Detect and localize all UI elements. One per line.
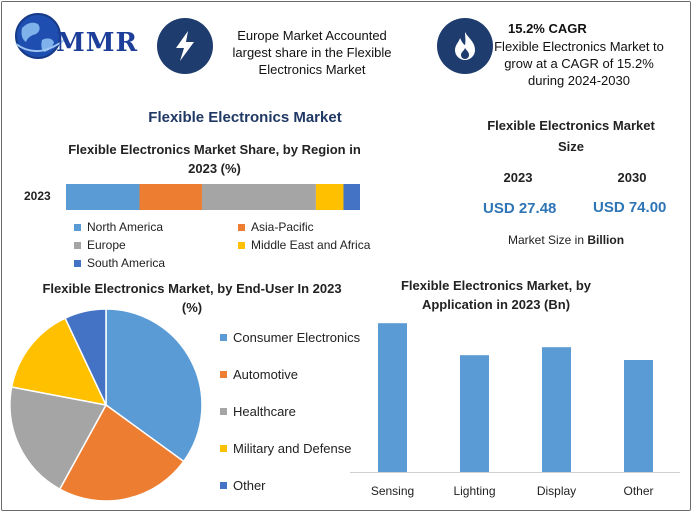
legend-south-america: South America [74, 256, 165, 270]
legend-label: South America [87, 256, 166, 270]
flame-icon [455, 32, 475, 60]
pie-legend-healthcare: Healthcare [220, 404, 296, 419]
pie-legend-other: Other [220, 478, 266, 493]
legend-europe: Europe [74, 238, 126, 252]
legend-swatch [220, 482, 227, 489]
region-chart-title: Flexible Electronics Market Share, by Re… [68, 142, 361, 176]
legend-swatch [238, 241, 245, 249]
market-size-value-2023: USD 27.48 [483, 200, 557, 217]
header-bar [2, 2, 690, 100]
legend-label: Consumer Electronics [233, 330, 361, 345]
market-size-note-prefix: Market Size in [508, 233, 588, 247]
legend-label: Middle East and Africa [251, 238, 371, 252]
legend-swatch [74, 223, 81, 231]
market-size-year-2030: 2030 [617, 170, 647, 185]
market-size-note-unit: Billion [587, 233, 625, 247]
main-title: Flexible Electronics Market [148, 109, 342, 126]
legend-swatch [238, 223, 245, 231]
region-stacked-bar [66, 184, 360, 210]
region-year-label: 2023 [24, 189, 51, 203]
legend-swatch [74, 241, 81, 249]
market-size-year-2023: 2023 [503, 170, 533, 185]
legend-swatch [220, 334, 227, 341]
legend-label: Europe [87, 238, 126, 252]
legend-swatch [220, 371, 227, 378]
market-size-note: Market Size in Billion [508, 233, 624, 247]
application-chart-title: Flexible Electronics Market, by Applicat… [400, 278, 592, 312]
region-segment-south-america [343, 184, 360, 210]
legend-label: Automotive [233, 367, 299, 382]
legend-label: Healthcare [233, 404, 296, 419]
pie-legend-automotive: Automotive [220, 367, 298, 382]
legend-north-america: North America [74, 220, 163, 234]
lightning-icon-badge [157, 18, 213, 74]
legend-swatch [220, 445, 227, 452]
pie-legend-consumer-electronics: Consumer Electronics [220, 330, 360, 345]
end-user-pie-chart [9, 308, 203, 502]
legend-label: Asia-Pacific [251, 220, 314, 234]
pie-slice-automotive [58, 403, 185, 502]
application-bar-chart: Sensing Lighting Display Other [350, 323, 680, 498]
x-tick-label: Other [623, 484, 653, 498]
pie-slice-consumer-electronics [105, 308, 203, 463]
brand-name: MMR [56, 28, 139, 58]
cagr-title: 15.2% CAGR [508, 21, 587, 36]
bar-lighting [460, 355, 489, 472]
pie-slice-military-and-defense [10, 317, 108, 407]
legend-swatch [74, 259, 81, 267]
region-segment-middle-east-and-africa [315, 184, 344, 210]
legend-label: Military and Defense [233, 441, 352, 456]
legend-swatch [220, 408, 227, 415]
x-tick-label: Lighting [453, 484, 495, 498]
bar-display [542, 347, 571, 472]
pie-slice-other [64, 308, 107, 406]
region-segment-europe [201, 184, 316, 210]
legend-label: North America [87, 220, 164, 234]
bar-other [624, 360, 653, 472]
legend-label: Other [233, 478, 266, 493]
bar-sensing [378, 323, 407, 472]
europe-share-text: Europe Market Accounted largest share in… [232, 28, 392, 77]
legend-mea: Middle East and Africa [238, 238, 370, 252]
cagr-text: Flexible Electronics Market to grow at a… [494, 39, 664, 88]
region-segment-north-america [66, 184, 140, 210]
market-size-title: Flexible Electronics Market Size [487, 118, 655, 154]
lightning-icon [176, 31, 194, 61]
flame-icon-badge [437, 18, 493, 74]
mmr-logo: MMR [12, 10, 152, 65]
pie-slice-healthcare [9, 386, 108, 491]
globe-icon [15, 13, 65, 59]
x-tick-label: Sensing [371, 484, 414, 498]
region-segment-asia-pacific [139, 184, 202, 210]
pie-legend-military-defense: Military and Defense [220, 441, 352, 456]
market-size-value-2030: USD 74.00 [593, 199, 667, 216]
end-user-chart-title: Flexible Electronics Market, by End-User… [42, 281, 342, 315]
legend-asia-pacific: Asia-Pacific [238, 220, 314, 234]
x-tick-label: Display [537, 484, 576, 498]
